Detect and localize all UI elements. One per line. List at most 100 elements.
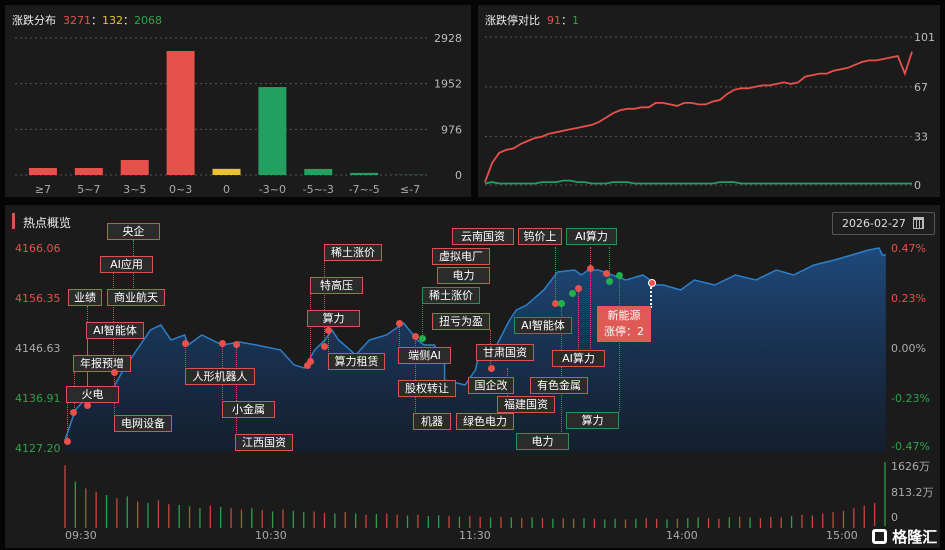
event-dot[interactable] bbox=[324, 326, 332, 334]
concept-tag[interactable]: 商业航天 bbox=[107, 289, 165, 306]
leader-line bbox=[415, 336, 416, 414]
bar--3~0 bbox=[258, 87, 287, 175]
concept-tag[interactable]: 业绩 bbox=[68, 289, 102, 306]
limit-chart: 0 33 67 101 bbox=[484, 31, 935, 192]
event-dot[interactable] bbox=[615, 271, 623, 279]
event-dot[interactable] bbox=[306, 357, 314, 365]
concept-tag[interactable]: 虚拟电厂 bbox=[432, 248, 490, 265]
leader-line bbox=[113, 273, 114, 370]
limit-up-callout[interactable]: 新能源 涨停：2 bbox=[597, 306, 651, 342]
concept-tag[interactable]: 电力 bbox=[516, 433, 569, 450]
y-tick-label: 67 bbox=[914, 81, 928, 94]
concept-tag[interactable]: AI智能体 bbox=[86, 322, 144, 339]
concept-tag[interactable]: 绿色电力 bbox=[456, 413, 514, 430]
leader-line bbox=[561, 303, 562, 432]
x-tick-label: 5~7 bbox=[77, 183, 100, 196]
price-tick: 4127.20 bbox=[15, 442, 61, 455]
concept-tag[interactable]: 国企改 bbox=[468, 377, 514, 394]
event-dot[interactable] bbox=[110, 368, 118, 376]
pct-tick: 0.47% bbox=[891, 242, 926, 255]
concept-tag[interactable]: 甘肃国资 bbox=[476, 344, 534, 361]
limit-title-text: 涨跌停对比 bbox=[485, 14, 540, 27]
event-dot[interactable] bbox=[181, 339, 189, 347]
concept-tag[interactable]: 扭亏为盈 bbox=[432, 313, 490, 330]
leader-line bbox=[310, 294, 311, 361]
y-tick-label: 101 bbox=[914, 31, 935, 44]
logo: 格隆汇 bbox=[870, 526, 938, 547]
x-tick-label: 0~3 bbox=[169, 183, 192, 196]
y-tick-label: 33 bbox=[914, 131, 928, 144]
concept-tag[interactable]: 算力 bbox=[307, 310, 360, 327]
price-tick: 4166.06 bbox=[15, 242, 61, 255]
concept-tag[interactable]: AI算力 bbox=[566, 228, 617, 245]
event-dot[interactable] bbox=[232, 340, 240, 348]
callout-line bbox=[650, 284, 652, 308]
concept-tag[interactable]: 人形机器人 bbox=[185, 368, 255, 385]
price-tick: 4136.91 bbox=[15, 392, 61, 405]
concept-tag[interactable]: AI应用 bbox=[100, 256, 153, 273]
price-tick: 4156.35 bbox=[15, 292, 61, 305]
time-tick: 09:30 bbox=[65, 529, 97, 542]
concept-tag[interactable]: 稀土涨价 bbox=[422, 287, 480, 304]
leader-line bbox=[399, 323, 400, 348]
logo-text: 格隆汇 bbox=[892, 528, 938, 546]
concept-tag[interactable]: 股权转让 bbox=[398, 380, 456, 397]
leader-line bbox=[87, 339, 88, 405]
event-dot[interactable] bbox=[218, 339, 226, 347]
calendar-icon[interactable] bbox=[913, 217, 925, 229]
leader-line bbox=[236, 344, 237, 435]
concept-tag[interactable]: 钨价上 bbox=[518, 228, 562, 245]
limit-title: 涨跌停对比 91：1 bbox=[485, 12, 579, 28]
leader-line bbox=[324, 261, 325, 346]
concept-tag[interactable]: 特高压 bbox=[310, 277, 363, 294]
event-dot[interactable] bbox=[568, 289, 576, 297]
event-dot[interactable] bbox=[418, 334, 426, 342]
event-dot[interactable] bbox=[69, 408, 77, 416]
concept-tag[interactable]: 年报预增 bbox=[73, 355, 131, 372]
concept-tag[interactable]: AI智能体 bbox=[514, 317, 572, 334]
bar-0~3 bbox=[166, 51, 195, 175]
concept-tag[interactable]: 有色金属 bbox=[530, 377, 588, 394]
pct-tick: 0.00% bbox=[891, 342, 926, 355]
date-picker[interactable]: 2026-02-27 bbox=[832, 212, 935, 235]
concept-tag[interactable]: 福建国资 bbox=[497, 396, 555, 413]
concept-tag[interactable]: AI算力 bbox=[552, 350, 605, 367]
concept-tag[interactable]: 机器 bbox=[413, 413, 451, 430]
vol-tick: 0 bbox=[891, 511, 898, 524]
event-dot[interactable] bbox=[605, 277, 613, 285]
event-dot[interactable] bbox=[303, 361, 311, 369]
price-tick: 4146.63 bbox=[15, 342, 61, 355]
event-dot[interactable] bbox=[551, 299, 559, 307]
pct-tick: 0.23% bbox=[891, 292, 926, 305]
concept-tag[interactable]: 算力 bbox=[566, 412, 619, 429]
concept-tag[interactable]: 稀土涨价 bbox=[324, 244, 382, 261]
event-dot[interactable] bbox=[487, 364, 495, 372]
event-dot[interactable] bbox=[602, 269, 610, 277]
time-tick: 15:00 bbox=[826, 529, 858, 542]
event-dot[interactable] bbox=[83, 401, 91, 409]
concept-tag[interactable]: 算力租赁 bbox=[328, 353, 385, 370]
event-dot[interactable] bbox=[411, 332, 419, 340]
event-dot[interactable] bbox=[395, 319, 403, 327]
event-dot[interactable] bbox=[557, 299, 565, 307]
concept-tag[interactable]: 端侧AI bbox=[398, 347, 451, 364]
concept-tag[interactable]: 电网设备 bbox=[114, 415, 172, 432]
event-dot[interactable] bbox=[574, 284, 582, 292]
concept-tag[interactable]: 电力 bbox=[437, 267, 490, 284]
date-value: 2026-02-27 bbox=[842, 217, 906, 230]
concept-tag[interactable]: 江西国资 bbox=[235, 434, 293, 451]
event-dot[interactable] bbox=[63, 437, 71, 445]
concept-tag[interactable]: 小金属 bbox=[222, 401, 275, 418]
vol-tick: 1626万 bbox=[891, 460, 930, 473]
x-tick-label: 3~5 bbox=[123, 183, 146, 196]
event-dot[interactable] bbox=[320, 342, 328, 350]
concept-tag[interactable]: 央企 bbox=[107, 223, 160, 240]
concept-tag[interactable]: 云南国资 bbox=[452, 228, 514, 245]
distribution-panel: 涨跌分布 3271：132：2068 bbox=[5, 5, 471, 197]
callout-detail: 涨停：2 bbox=[604, 325, 644, 338]
leader-line bbox=[555, 247, 556, 303]
event-dot-selected[interactable] bbox=[647, 278, 656, 287]
event-dot[interactable] bbox=[586, 264, 594, 272]
leader-line bbox=[328, 327, 329, 354]
concept-tag[interactable]: 火电 bbox=[66, 386, 119, 403]
